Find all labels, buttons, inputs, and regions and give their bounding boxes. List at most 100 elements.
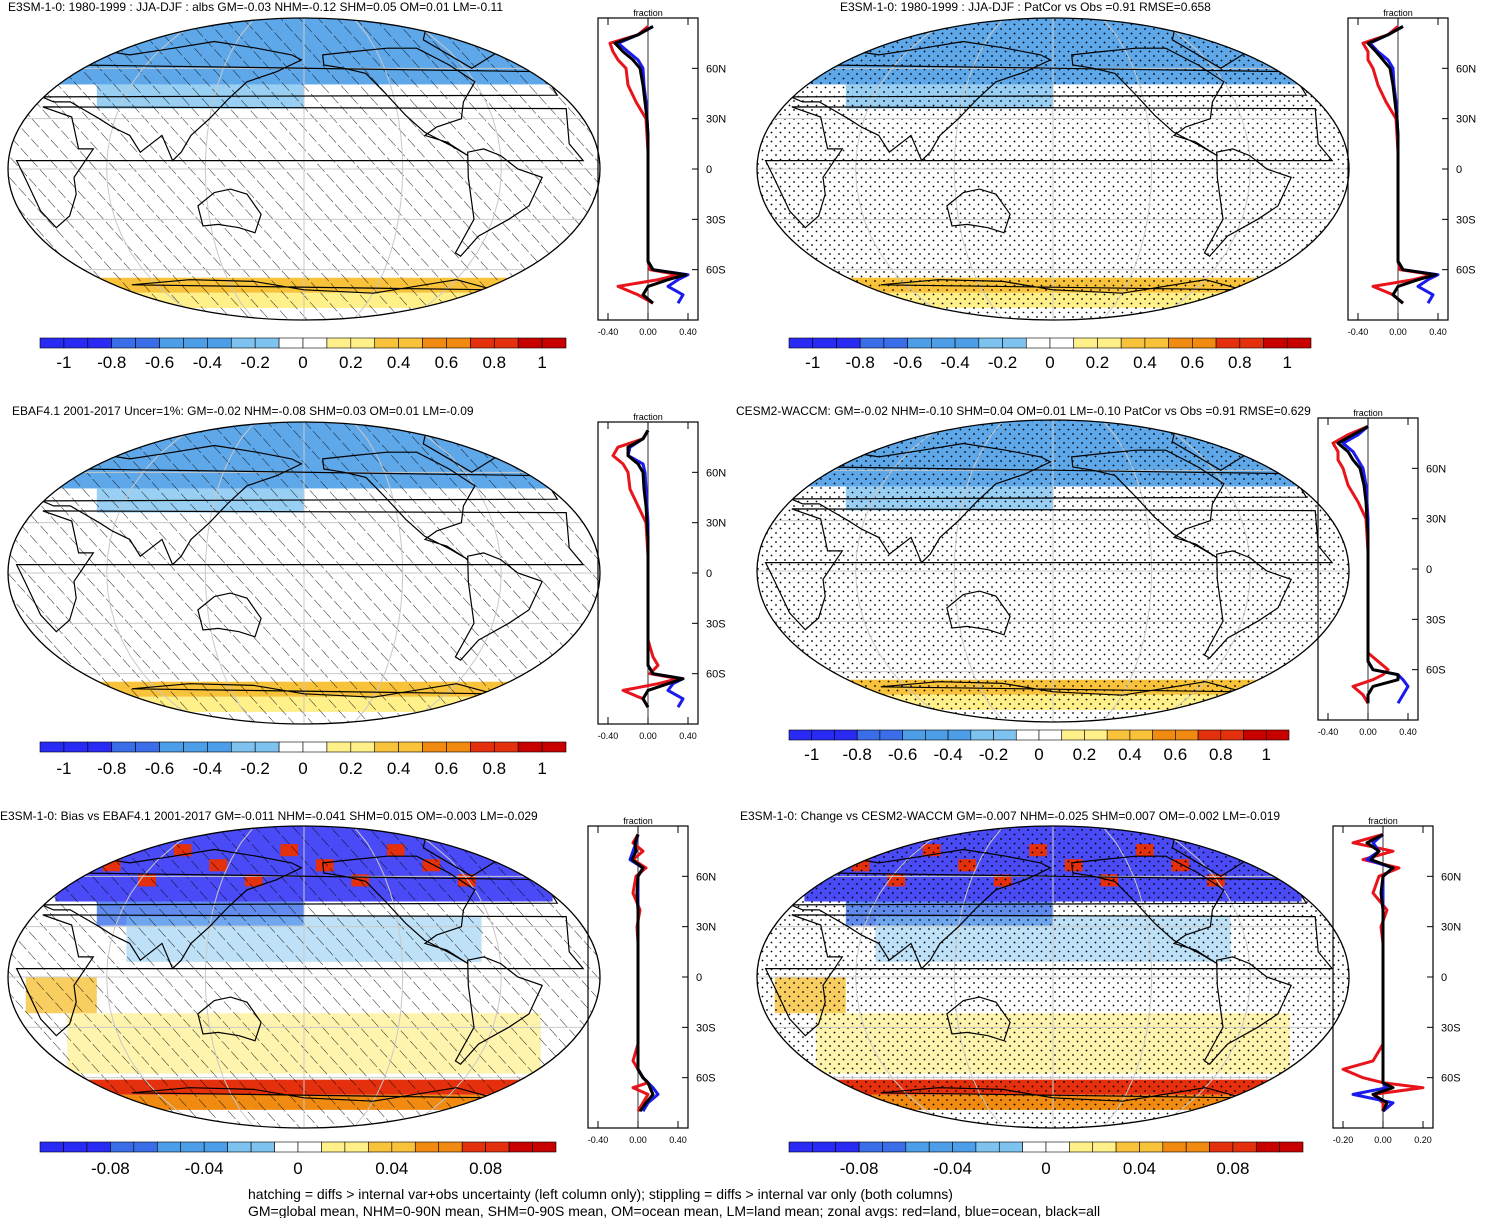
zonal-ytick-label: 0: [1456, 164, 1462, 176]
zonal-line-ocean: [1368, 25, 1440, 304]
colorbar-6: -0.08 -0.04 0 0.04 0.08: [788, 1141, 1304, 1178]
colorbar-tick-label: -0.08: [840, 1159, 879, 1178]
zonal-ytick-label: 0: [1426, 564, 1432, 576]
zonal-xtick-label: -0.20: [1333, 1135, 1354, 1145]
colorbar-tick-label: 0: [1041, 1159, 1050, 1178]
zonal-xtick-label: -0.40: [1318, 727, 1339, 737]
zonal-ytick-label: 30S: [1456, 214, 1476, 226]
colorbar-tick-label: -0.04: [933, 1159, 972, 1178]
colorbar-tick-label: -0.8: [97, 759, 126, 778]
zonal-plot-1: fraction -0.40 0.00 0.40 60N 30N 0 30S 60S: [597, 8, 726, 337]
zonal-xtick-label: 0.00: [629, 1135, 647, 1145]
zonal-xtick-label: 0.40: [679, 731, 697, 741]
map-field-2: [757, 18, 1349, 320]
zonal-ytick-label: 0: [706, 164, 712, 176]
colorbar-tick-label: 0.08: [1216, 1159, 1249, 1178]
colorbar-tick-label: 0.04: [375, 1159, 408, 1178]
zonal-ytick-label: 60S: [696, 1073, 716, 1085]
colorbar-tick-label: -0.2: [241, 353, 270, 372]
zonal-line-ocean: [626, 429, 685, 708]
zonal-xtick-label: -0.40: [588, 1135, 609, 1145]
map-4: [756, 419, 1350, 723]
colorbar-tick-label: 1: [1262, 745, 1271, 764]
colorbar-tick-label: -0.6: [893, 353, 922, 372]
zonal-line-all: [1365, 833, 1395, 1112]
colorbar-tick-label: -0.8: [97, 353, 126, 372]
zonal-line-ocean: [1351, 833, 1395, 1113]
zonal-xtick-label: 0.20: [1414, 1135, 1432, 1145]
colorbar-tick-label: 0: [298, 353, 307, 372]
zonal-ytick-label: 60S: [706, 265, 726, 277]
zonal-ytick-label: 30S: [706, 214, 726, 226]
colorbar-3: -1 -0.8 -0.6 -0.4 -0.2 0 0.2 0.4 0.6 0.8 1: [39, 741, 567, 778]
map-2: [756, 17, 1350, 321]
zonal-ytick-label: 30N: [1426, 514, 1446, 526]
colorbar-tick-label: -0.2: [979, 745, 1008, 764]
zonal-ytick-label: 30S: [706, 618, 726, 630]
zonal-line-ocean: [1341, 425, 1410, 704]
zonal-ytick-label: 60N: [706, 467, 726, 479]
colorbar-tick-label: 0.08: [469, 1159, 502, 1178]
colorbar-tick-label: 0: [293, 1159, 302, 1178]
zonal-xlabel: fraction: [1368, 816, 1398, 826]
map-field-1: [8, 18, 600, 320]
zonal-xtick-label: 0.00: [1359, 727, 1377, 737]
panel-title-6: E3SM-1-0: Change vs CESM2-WACCM GM=-0.00…: [740, 809, 1280, 823]
zonal-ytick-label: 30N: [1456, 114, 1476, 126]
panel-title-4: CESM2-WACCM: GM=-0.02 NHM=-0.10 SHM=0.04…: [736, 404, 1311, 418]
zonal-line-all: [1366, 25, 1438, 305]
zonal-line-all: [1336, 425, 1400, 704]
colorbar-1: -1 -0.8 -0.6 -0.4 -0.2 0 0.2 0.4 0.6 0.8 1: [39, 337, 567, 372]
zonal-ytick-label: 30S: [1426, 614, 1446, 626]
colorbar-tick-label: 0.2: [1086, 353, 1110, 372]
colorbar-tick-label: 0.2: [339, 353, 363, 372]
zonal-xtick-label: 0.00: [639, 731, 657, 741]
colorbar-tick-label: 0.8: [1228, 353, 1252, 372]
panel-title-3: EBAF4.1 2001-2017 Uncer=1%: GM=-0.02 NHM…: [12, 404, 474, 418]
zonal-plot-5: fraction -0.40 0.00 0.40 60N 30N 0 30S 60S: [587, 816, 716, 1145]
zonal-ytick-label: 30N: [706, 518, 726, 530]
panel-title-5: E3SM-1-0: Bias vs EBAF4.1 2001-2017 GM=-…: [0, 809, 538, 823]
colorbar-tick-label: 1: [537, 353, 546, 372]
zonal-xlabel: fraction: [633, 8, 663, 18]
map-1: [7, 17, 601, 321]
colorbar-tick-label: 0.6: [435, 353, 459, 372]
zonal-xtick-label: 0.40: [679, 327, 697, 337]
colorbar-tick-label: 0.04: [1123, 1159, 1156, 1178]
colorbar-tick-label: 0.4: [1133, 353, 1157, 372]
colorbar-tick-label: -0.2: [241, 759, 270, 778]
zonal-line-all: [630, 833, 655, 1113]
map-field-6: [757, 826, 1349, 1128]
colorbar-tick-label: 0.6: [1164, 745, 1188, 764]
colorbar-tick-label: -1: [56, 353, 71, 372]
colorbar-tick-label: 0.4: [387, 353, 411, 372]
map-5: [7, 825, 601, 1129]
zonal-ytick-label: 0: [696, 972, 702, 984]
zonal-ytick-label: 60N: [696, 871, 716, 883]
colorbar-tick-label: 0: [1045, 353, 1054, 372]
colorbar-tick-label: 0.8: [1209, 745, 1233, 764]
colorbar-tick-label: -1: [805, 353, 820, 372]
colorbar-tick-label: -0.6: [145, 353, 174, 372]
colorbar-tick-label: -0.8: [843, 745, 872, 764]
colorbar-tick-label: 0.2: [1073, 745, 1097, 764]
zonal-ytick-label: 60N: [1456, 63, 1476, 75]
zonal-plot-4: fraction -0.40 0.00 0.40 60N 30N 0 30S 60S: [1317, 408, 1446, 737]
colorbar-tick-label: 0: [1034, 745, 1043, 764]
colorbar-tick-label: -0.6: [888, 745, 917, 764]
zonal-xtick-label: -0.40: [598, 731, 619, 741]
colorbar-tick-label: 0.2: [339, 759, 363, 778]
colorbar-4: -1 -0.8 -0.6 -0.4 -0.2 0 0.2 0.4 0.6 0.8 1: [788, 729, 1290, 764]
map-field-5: [8, 826, 600, 1128]
zonal-ytick-label: 60S: [1456, 265, 1476, 277]
colorbar-tick-label: 0: [298, 759, 307, 778]
colorbar-tick-label: -1: [804, 745, 819, 764]
colorbar-tick-label: -0.04: [185, 1159, 224, 1178]
zonal-ytick-label: 30N: [706, 114, 726, 126]
colorbar-tick-label: -0.2: [988, 353, 1017, 372]
zonal-ytick-label: 30S: [1441, 1022, 1461, 1034]
colorbar-tick-label: 0.8: [482, 353, 506, 372]
zonal-ytick-label: 0: [706, 568, 712, 580]
colorbar-tick-label: 1: [1283, 353, 1292, 372]
colorbar-tick-label: 0.6: [435, 759, 459, 778]
